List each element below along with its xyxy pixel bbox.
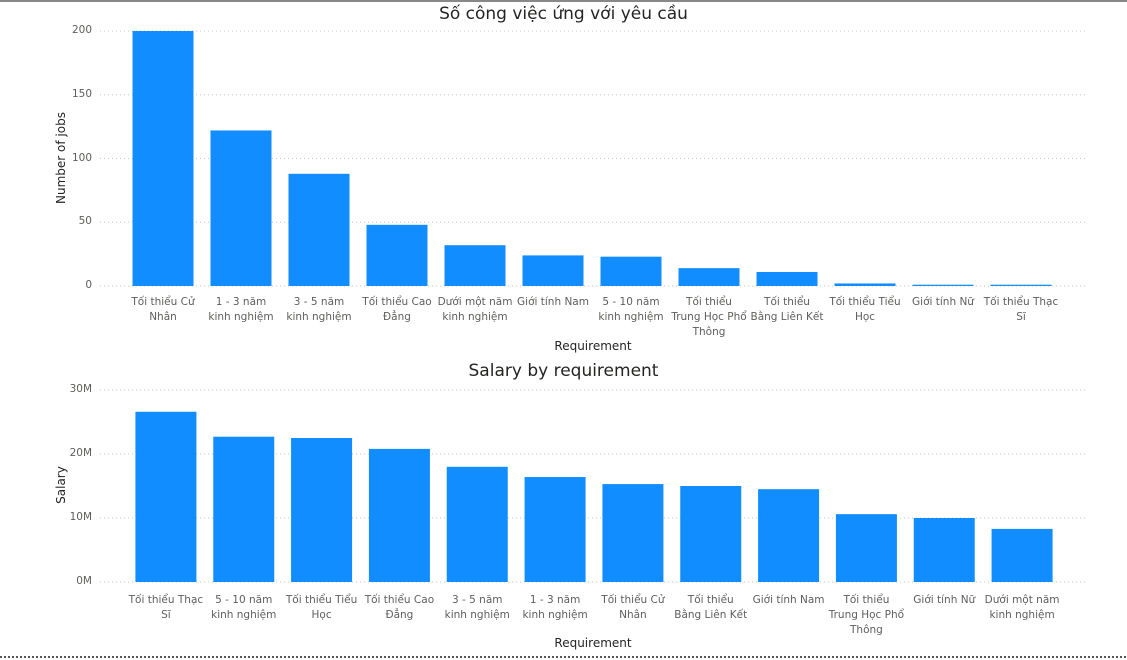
x-tick-label: Tối thiểu Thạc Sĩ (983, 296, 1059, 323)
x-tick-label: Tối thiểu Trung Học Phổ Thông (828, 594, 905, 636)
bar (524, 477, 586, 582)
chart-title: Salary by requirement (468, 361, 659, 381)
bar (291, 438, 353, 582)
bar (834, 283, 896, 286)
x-tick-label: Dưới một năm kinh nghiệm (984, 594, 1060, 621)
y-tick-label: 200 (71, 24, 92, 36)
bar (210, 130, 272, 286)
bar (913, 518, 975, 582)
x-tick-label: Tối thiểu Bằng Liên Kết (750, 296, 824, 323)
bar (135, 411, 197, 582)
bar (990, 284, 1052, 286)
x-tick-label: Tối thiểu Tiểu Học (285, 594, 358, 621)
y-tick-label: 20M (69, 447, 92, 459)
x-tick-label: Giới tính Nữ (913, 594, 976, 606)
x-tick-label: 5 - 10 năm kinh nghiệm (598, 296, 664, 323)
x-tick-label: Tối thiểu Tiểu Học (829, 296, 901, 323)
y-tick-label: 30M (69, 383, 92, 395)
bar (991, 528, 1053, 582)
x-tick-label: Tối thiểu Bằng Liên Kết (674, 594, 748, 621)
x-tick-label: 5 - 10 năm kinh nghiệm (211, 594, 277, 621)
y-tick-label: 0 (85, 279, 92, 291)
x-tick-label: Tối thiểu Cử Nhân (601, 594, 665, 621)
y-tick-label: 50 (78, 215, 92, 228)
bar (444, 245, 506, 286)
x-tick-label: Dưới một năm kinh nghiệm (437, 296, 513, 323)
x-tick-label: Giới tính Nam (517, 296, 589, 308)
x-axis-title: Requirement (554, 636, 632, 650)
x-tick-label: Giới tính Nam (752, 594, 825, 606)
x-tick-label: Tối thiểu Cao Đẳng (362, 296, 432, 323)
x-tick-label: Tối thiểu Cử Nhân (131, 296, 195, 323)
bar (213, 436, 275, 582)
chart-title: Số công việc ứng với yêu cầu (439, 4, 688, 24)
x-tick-label: Giới tính Nữ (912, 296, 974, 308)
x-tick-label: 1 - 3 năm kinh nghiệm (208, 296, 274, 323)
bar (758, 489, 820, 582)
y-tick-label: 10M (69, 511, 92, 523)
y-tick-label: 150 (71, 87, 92, 100)
x-axis-title: Requirement (554, 339, 632, 353)
y-axis-title: Salary (54, 466, 68, 504)
bar (912, 284, 974, 286)
x-tick-label: 3 - 5 năm kinh nghiệm (444, 594, 510, 621)
bar (678, 268, 740, 286)
bar (132, 31, 194, 286)
y-axis-title: Number of jobs (54, 111, 68, 204)
bar (446, 466, 508, 582)
bar (600, 256, 662, 286)
bar (288, 173, 350, 286)
bar (835, 514, 897, 582)
bar (366, 224, 428, 286)
y-tick-label: 100 (71, 151, 92, 164)
x-tick-label: 3 - 5 năm kinh nghiệm (286, 296, 352, 323)
x-tick-label: 1 - 3 năm kinh nghiệm (522, 594, 588, 621)
bar (522, 255, 584, 286)
x-tick-label: Tối thiểu Cao Đẳng (364, 594, 435, 621)
x-tick-label: Tối thiểu Thạc Sĩ (128, 594, 204, 621)
bar (602, 484, 664, 582)
bar (368, 448, 430, 582)
bar (756, 271, 818, 286)
bar (680, 486, 742, 582)
x-tick-label: Tối thiểu Trung Học Phổ Thông (671, 296, 747, 338)
y-tick-label: 0M (76, 575, 92, 587)
